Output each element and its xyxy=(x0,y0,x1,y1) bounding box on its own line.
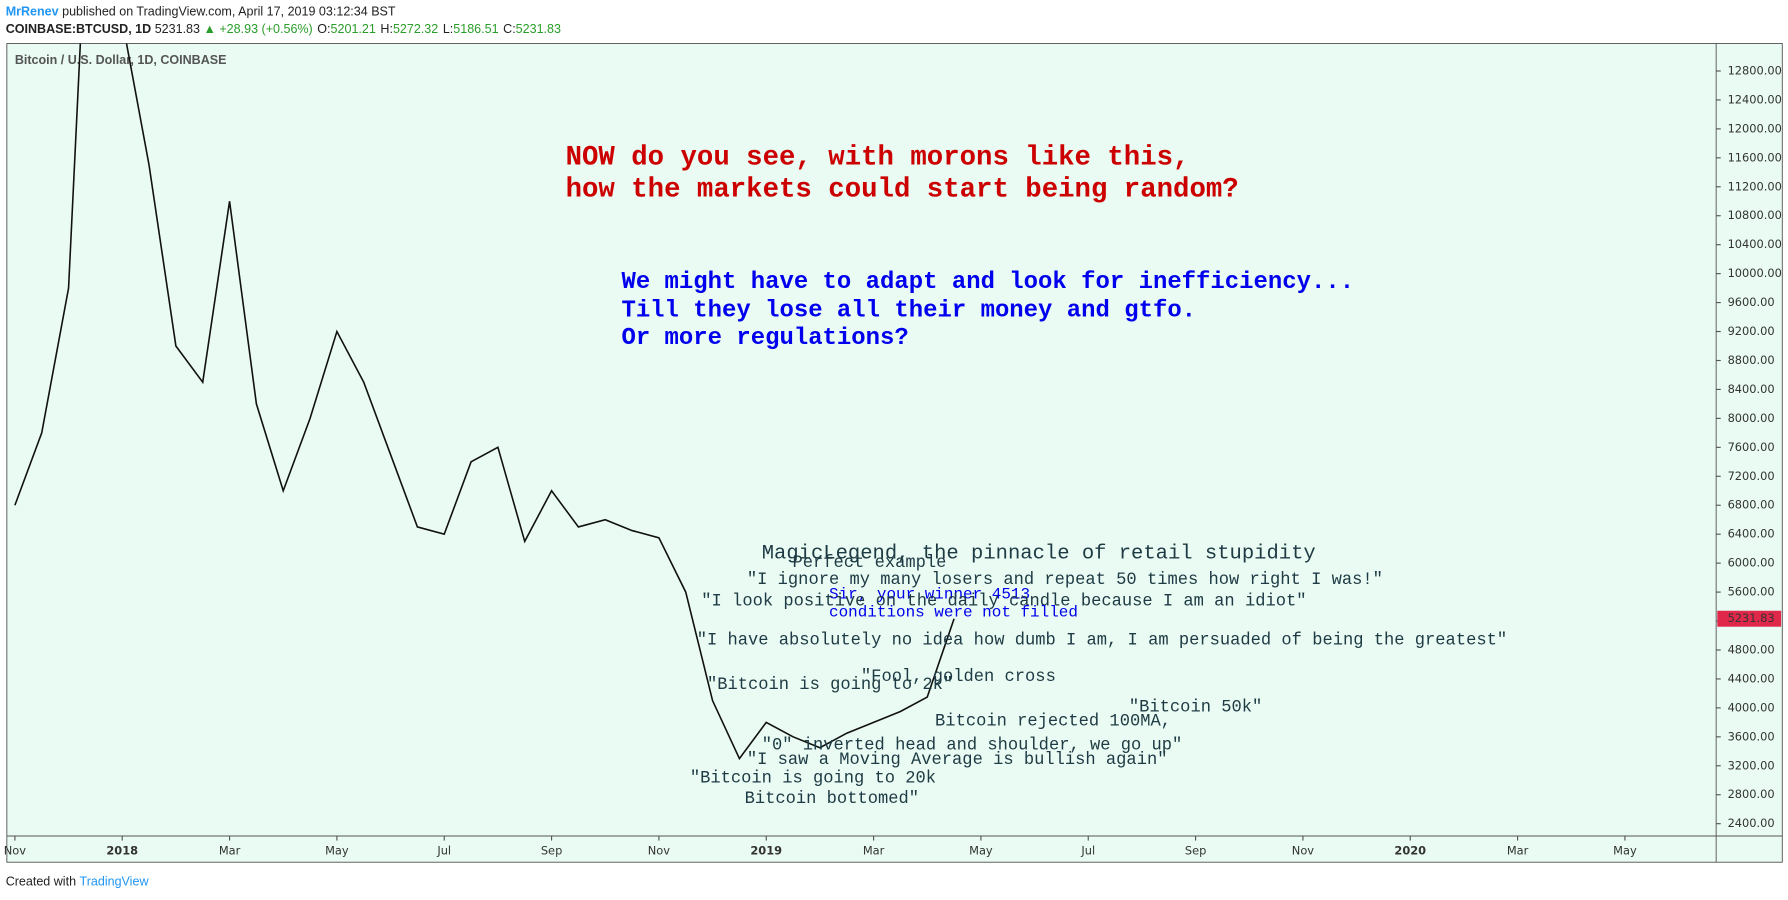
y-tick-label: 4000.00 xyxy=(1728,700,1775,714)
last-price-tag xyxy=(1717,610,1782,627)
x-tick-label: Nov xyxy=(4,843,26,857)
annotation: NOW do you see, with morons like this, xyxy=(566,143,1190,174)
x-tick-label: Nov xyxy=(1292,843,1314,857)
ohlc-value: 5201.21 xyxy=(331,22,376,36)
header-line: MrRenev published on TradingView.com, Ap… xyxy=(6,5,396,19)
y-tick-label: 8400.00 xyxy=(1728,382,1775,396)
y-tick-label: 2800.00 xyxy=(1728,787,1775,801)
ohlc-value: 5272.32 xyxy=(393,22,438,36)
y-tick-label: 10800.00 xyxy=(1728,208,1782,222)
x-tick-label: Mar xyxy=(1507,843,1529,857)
author[interactable]: MrRenev xyxy=(6,5,59,19)
annotation: "Bitcoin is going to 20k xyxy=(690,769,936,788)
x-tick-label: 2018 xyxy=(106,843,138,857)
annotation: "Bitcoin is going to 2k" xyxy=(707,676,953,695)
x-tick-label: Jul xyxy=(1080,843,1095,857)
y-tick-label: 6000.00 xyxy=(1728,556,1775,570)
y-tick-label: 11200.00 xyxy=(1728,179,1782,193)
y-tick-label: 10000.00 xyxy=(1728,266,1782,280)
y-tick-label: 7600.00 xyxy=(1728,440,1775,454)
annotation: Or more regulations? xyxy=(621,325,908,352)
ohlc-label: L: xyxy=(443,22,453,36)
annotation: Sir, your winner 4513 xyxy=(829,585,1030,603)
published: published on TradingView.com, April 17, … xyxy=(62,5,396,19)
y-tick-label: 8000.00 xyxy=(1728,411,1775,425)
annotation: "Fool, golden cross xyxy=(861,668,1056,687)
chart-title: Bitcoin / U.S. Dollar, 1D, COINBASE xyxy=(15,53,227,67)
symbol-line: COINBASE:BTCUSD, 1D 5231.83 ▲ +28.93 (+0… xyxy=(6,22,561,36)
y-tick-label: 9600.00 xyxy=(1728,295,1775,309)
annotation: "Bitcoin 50k" xyxy=(1129,699,1262,718)
x-tick-label: Mar xyxy=(863,843,885,857)
y-tick-label: 10400.00 xyxy=(1728,237,1782,251)
brand[interactable]: TradingView xyxy=(80,875,150,889)
y-tick-label: 4800.00 xyxy=(1728,642,1775,656)
y-tick-label: 2400.00 xyxy=(1728,816,1775,830)
annotation: MagicLegend, the pinnacle of retail stup… xyxy=(762,543,1316,566)
y-tick-label: 7200.00 xyxy=(1728,469,1775,483)
x-tick-label: Sep xyxy=(1185,843,1206,857)
x-tick-label: 2019 xyxy=(750,843,782,857)
annotation: We might have to adapt and look for inef… xyxy=(621,269,1354,296)
y-tick-label: 11600.00 xyxy=(1728,150,1782,164)
x-tick-label: Mar xyxy=(219,843,241,857)
annotation: Bitcoin bottomed" xyxy=(745,790,919,809)
x-tick-label: Sep xyxy=(541,843,562,857)
x-tick-label: 2020 xyxy=(1394,843,1426,857)
annotation: Bitcoin rejected 100MA, xyxy=(935,712,1171,731)
y-tick-label: 8800.00 xyxy=(1728,353,1775,367)
annotation: Perfect example xyxy=(793,554,947,573)
x-tick-label: May xyxy=(1613,843,1637,857)
ohlc-value: 5231.83 xyxy=(516,22,561,36)
symbol: COINBASE:BTCUSD, 1D xyxy=(6,22,152,36)
y-tick-label: 9200.00 xyxy=(1728,324,1775,338)
x-tick-label: May xyxy=(969,843,993,857)
created-with: Created with xyxy=(6,875,76,889)
x-tick-label: Jul xyxy=(436,843,451,857)
ohlc-label: O: xyxy=(317,22,330,36)
annotation: "I ignore my many losers and repeat 50 t… xyxy=(747,571,1383,590)
ohlc-label: H: xyxy=(380,22,393,36)
chart-frame xyxy=(6,43,1783,863)
y-tick-label: 6400.00 xyxy=(1728,527,1775,541)
annotation: Till they lose all their money and gtfo. xyxy=(621,298,1196,325)
y-tick-label: 6800.00 xyxy=(1728,498,1775,512)
annotation: "I look positive on the daily candle bec… xyxy=(701,593,1306,612)
ohlc-label: C: xyxy=(503,22,516,36)
x-tick-label: Nov xyxy=(648,843,670,857)
ohlc-value: 5186.51 xyxy=(453,22,498,36)
y-tick-label: 4400.00 xyxy=(1728,671,1775,685)
annotation: conditions were not filled xyxy=(829,604,1078,622)
y-tick-label: 5600.00 xyxy=(1728,585,1775,599)
x-tick-label: May xyxy=(325,843,349,857)
ohlc: O:5201.21 H:5272.32 L:5186.51 C:5231.83 xyxy=(317,22,561,36)
y-tick-label: 3600.00 xyxy=(1728,729,1775,743)
annotation: how the markets could start being random… xyxy=(566,175,1239,206)
y-tick-label: 12000.00 xyxy=(1728,121,1782,135)
footer: Created with TradingView xyxy=(6,875,150,889)
last-price-label: 5231.83 xyxy=(1728,611,1775,625)
y-tick-label: 12800.00 xyxy=(1728,63,1782,77)
annotation: "I saw a Moving Average is bullish again… xyxy=(747,751,1168,770)
y-tick-label: 3200.00 xyxy=(1728,758,1775,772)
annotation: "0" inverted head and shoulder, we go up… xyxy=(762,736,1183,755)
price-line xyxy=(14,43,955,761)
plot xyxy=(14,43,955,761)
annotation: "I have absolutely no idea how dumb I am… xyxy=(697,631,1507,650)
change: ▲ +28.93 (+0.56%) xyxy=(203,22,312,36)
y-tick-label: 12400.00 xyxy=(1728,92,1782,106)
price: 5231.83 xyxy=(155,22,200,36)
